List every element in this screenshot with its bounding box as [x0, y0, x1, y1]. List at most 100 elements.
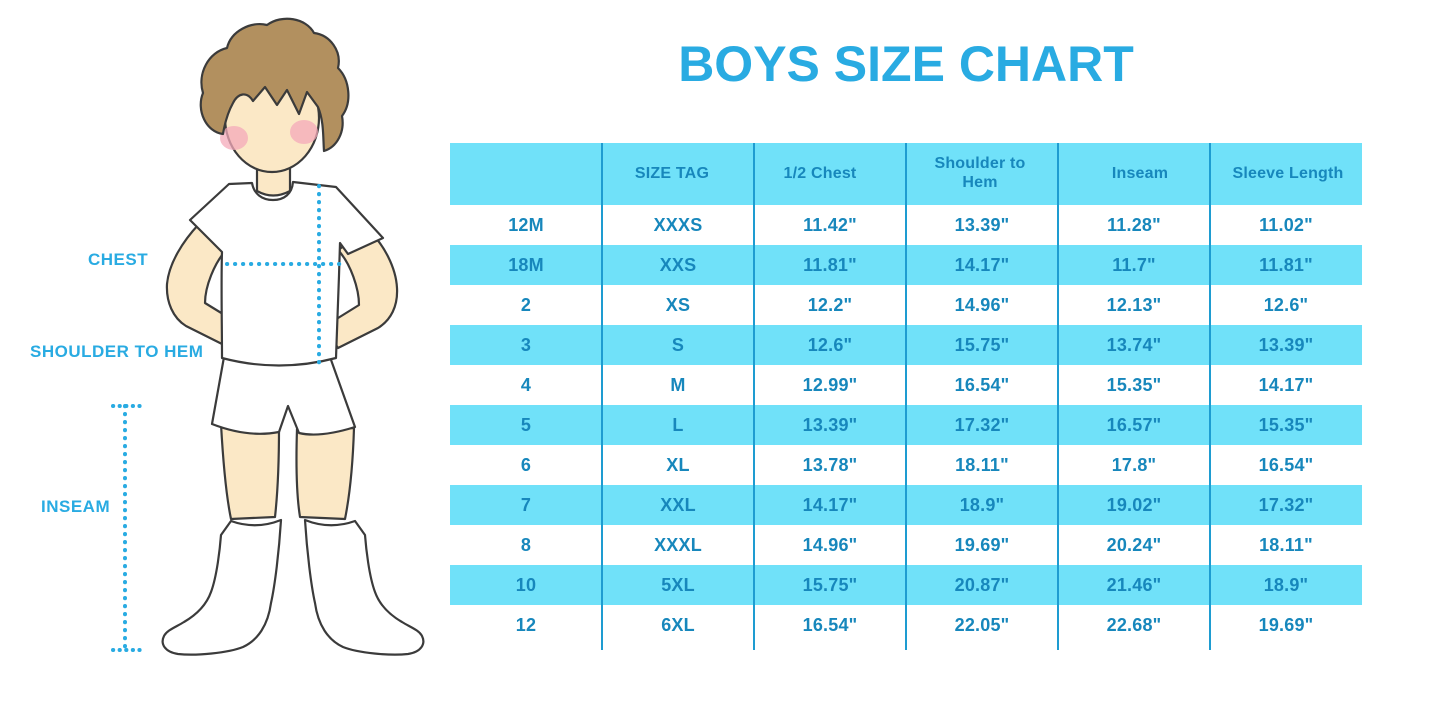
table-cell: 2: [520, 294, 532, 315]
table-cell: 18.11": [1259, 534, 1313, 555]
table-header-cell: Sleeve Length: [1232, 164, 1344, 182]
table-cell: M: [670, 374, 686, 395]
table-cell: 14.17": [1258, 374, 1314, 395]
boy-right-arm: [328, 228, 399, 350]
table-cell: 13.39": [802, 414, 858, 435]
table-cell: 18.9": [1263, 574, 1309, 595]
table-cell: 12.13": [1106, 294, 1162, 315]
table-cell: 12M: [508, 214, 544, 235]
table-row: 2 XS 12.2" 14.96" 12.13" 12.6": [450, 285, 1362, 325]
boy-left-sock: [161, 518, 283, 656]
table-cell: XL: [666, 454, 690, 475]
boy-blush-left: [220, 126, 248, 150]
table-cell: 13.74": [1106, 334, 1162, 355]
table-cell: 16.54": [1258, 454, 1314, 475]
table-cell: 11.81": [1259, 254, 1313, 275]
table-cell: 12: [515, 614, 537, 635]
table-cell: 20.87": [954, 574, 1010, 595]
table-cell: 18.11": [955, 454, 1009, 475]
measurement-label-inseam: INSEAM: [41, 497, 111, 516]
table-cell: 5XL: [661, 574, 695, 595]
table-cell: 12.2": [807, 294, 853, 315]
table-cell: 14.96": [802, 534, 858, 555]
boy-blush-right: [290, 120, 318, 144]
table-row: 12M XXXS 11.42" 13.39" 11.28" 11.02": [450, 205, 1362, 245]
table-header-cell: SIZE TAG: [634, 164, 710, 182]
table-cell: 15.35": [1106, 374, 1162, 395]
measurement-label-shoulder-to-hem: SHOULDER TO HEM: [30, 342, 204, 361]
table-cell: XXXS: [653, 214, 703, 235]
table-cell: 15.35": [1258, 414, 1314, 435]
table-cell: 18.9": [959, 494, 1005, 515]
table-cell: 17.32": [1258, 494, 1314, 515]
table-cell: 11.81": [803, 254, 857, 275]
table-cell: 15.75": [802, 574, 858, 595]
size-chart-table: SIZE TAG 1/2 Chest Shoulder to Hem Inseam Sl…: [450, 143, 1362, 650]
table-header-cell: 1/2 Chest: [783, 164, 857, 182]
table-cell: 13.78": [802, 454, 858, 475]
table-cell: XXL: [660, 494, 696, 515]
table-cell: 12.99": [802, 374, 858, 395]
table-header-cell: Inseam: [1111, 164, 1169, 182]
boy-tshirt: [188, 180, 385, 367]
table-cell: 22.68": [1106, 614, 1162, 635]
table-cell: 18M: [508, 254, 544, 275]
table-cell: 12.6": [1263, 294, 1309, 315]
table-row: 12 6XL 16.54" 22.05" 22.68" 19.69": [450, 605, 1362, 645]
table-cell: 16.57": [1106, 414, 1162, 435]
boy-shorts: [210, 355, 357, 436]
table-cell: 14.96": [954, 294, 1010, 315]
table-cell: 19.02": [1106, 494, 1162, 515]
table-cell: 21.46": [1106, 574, 1162, 595]
table-cell: 19.69": [954, 534, 1010, 555]
table-row: 6 XL 13.78" 18.11" 17.8" 16.54": [450, 445, 1362, 485]
boy-hair: [199, 17, 350, 153]
table-cell: 17.32": [954, 414, 1010, 435]
table-cell: 12.6": [807, 334, 853, 355]
table-cell: 15.75": [954, 334, 1010, 355]
table-cell: XXS: [659, 254, 697, 275]
table-cell: 19.69": [1258, 614, 1314, 635]
table-cell: 13.39": [1258, 334, 1314, 355]
table-cell: 16.54": [802, 614, 858, 635]
table-cell: 3: [520, 334, 532, 355]
boy-right-sock: [303, 518, 425, 656]
table-header-cell: [450, 143, 598, 205]
table-row: 4 M 12.99" 16.54" 15.35" 14.17": [450, 365, 1362, 405]
table-cell: XS: [665, 294, 691, 315]
page-title: BOYS SIZE CHART: [678, 36, 1134, 92]
column-divider: [1209, 143, 1211, 650]
table-cell: 22.05": [954, 614, 1010, 635]
table-cell: 11.7": [1112, 254, 1156, 275]
table-cell: 4: [520, 374, 532, 395]
table-cell: XXXL: [654, 534, 702, 555]
column-divider: [905, 143, 907, 650]
table-cell: 8: [520, 534, 532, 555]
table-header-cell: Shoulder to Hem: [934, 155, 1026, 191]
table-cell: 16.54": [954, 374, 1010, 395]
table-cell: 17.8": [1111, 454, 1157, 475]
table-cell: 6XL: [661, 614, 695, 635]
table-cell: L: [672, 414, 684, 435]
table-cell: 5: [520, 414, 532, 435]
table-row: 8 XXXL 14.96" 19.69" 20.24" 18.11": [450, 525, 1362, 565]
column-divider: [601, 143, 603, 650]
table-cell: 7: [520, 494, 532, 515]
table-cell: 14.17": [802, 494, 858, 515]
table-cell: 11.28": [1107, 214, 1161, 235]
table-cell: 6: [520, 454, 532, 475]
boy-right-leg: [295, 426, 356, 521]
measurement-label-chest: CHEST: [88, 250, 149, 269]
table-cell: 13.39": [954, 214, 1010, 235]
boy-left-leg: [219, 422, 281, 521]
table-cell: 10: [515, 574, 537, 595]
column-divider: [753, 143, 755, 650]
table-cell: 11.42": [803, 214, 857, 235]
column-divider: [1057, 143, 1059, 650]
table-cell: 14.17": [954, 254, 1010, 275]
boy-measurement-illustration: [111, 17, 425, 656]
table-cell: 11.02": [1259, 214, 1313, 235]
table-cell: S: [671, 334, 685, 355]
table-cell: 20.24": [1106, 534, 1162, 555]
